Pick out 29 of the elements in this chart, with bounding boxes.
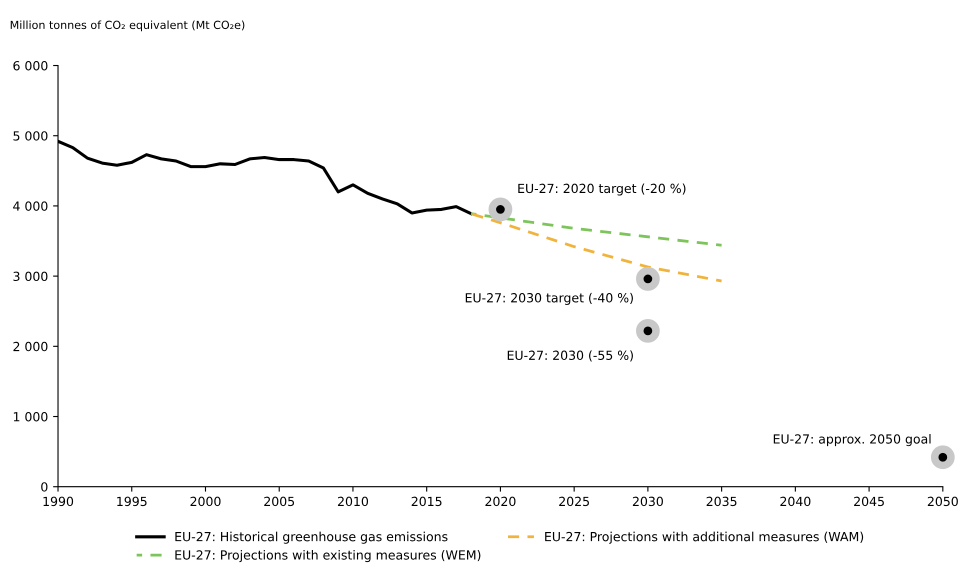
y-tick-label: 6 000 bbox=[13, 60, 48, 70]
x-tick-label: 2020 bbox=[485, 496, 516, 506]
y-tick-label: 1 000 bbox=[14, 412, 48, 422]
y-tick-label: 0 bbox=[41, 482, 48, 492]
annotation: EU-27: approx. 2050 goal bbox=[774, 434, 931, 446]
legend-label: EU-27: Projections with additional measures (WAM) bbox=[545, 532, 864, 544]
annotation: EU-27: 2030 (-55 %) bbox=[508, 350, 633, 362]
y-tick-label: 5 000 bbox=[13, 131, 48, 141]
y-tick-label: 3 000 bbox=[13, 272, 48, 282]
x-tick-label: 2015 bbox=[412, 496, 442, 506]
legend-label: EU-27: Projections with existing measures (WEM) bbox=[175, 550, 480, 562]
annotation: EU-27: 2020 target (-20 %) bbox=[518, 183, 686, 196]
x-tick-label: 2010 bbox=[338, 496, 368, 506]
x-tick-label: 1995 bbox=[117, 496, 147, 506]
line-series bbox=[470, 212, 724, 247]
y-tick-label: 2 000 bbox=[13, 342, 48, 352]
y-axis-title: Million tonnes of CO₂ equivalent (Mt CO₂e) bbox=[10, 20, 244, 32]
legend-label: EU-27: Historical greenhouse gas emissions bbox=[175, 532, 448, 544]
x-tick-label: 2000 bbox=[190, 496, 221, 506]
x-tick-label: 2035 bbox=[706, 496, 736, 506]
y-tick-label: 4 000 bbox=[13, 201, 48, 211]
x-tick-label: 2050 bbox=[928, 496, 958, 506]
x-tick-label: 2005 bbox=[264, 496, 294, 506]
annotation: EU-27: 2030 target (-40 %) bbox=[466, 292, 633, 305]
x-tick-label: 1990 bbox=[43, 496, 74, 506]
x-tick-label: 2045 bbox=[854, 496, 884, 506]
x-tick-label: 2030 bbox=[632, 496, 663, 506]
x-tick-label: 2040 bbox=[780, 496, 810, 506]
x-tick-label: 2025 bbox=[559, 496, 589, 506]
